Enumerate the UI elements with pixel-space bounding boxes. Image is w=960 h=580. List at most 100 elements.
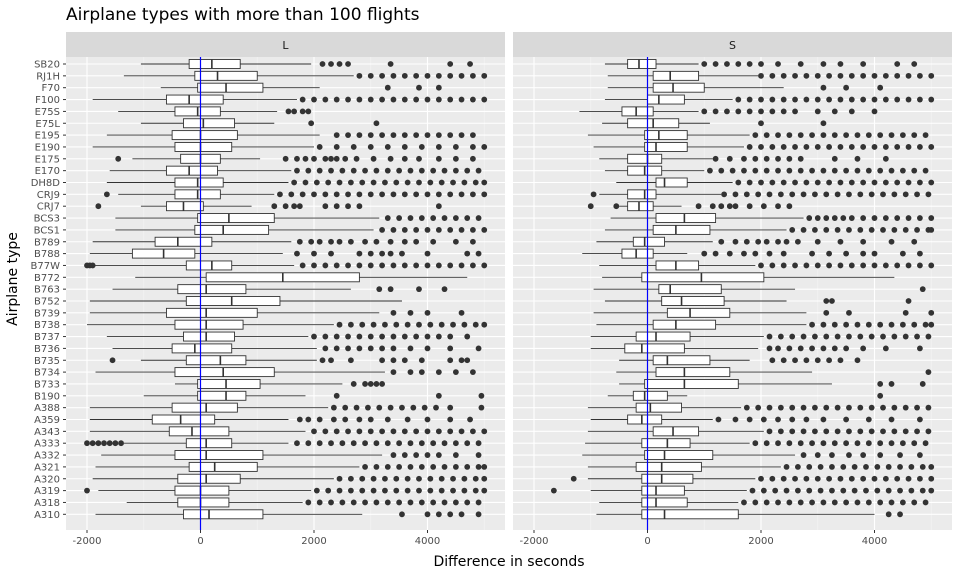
outlier-point	[424, 262, 431, 269]
outlier-point	[823, 428, 830, 435]
outlier-point	[928, 309, 935, 316]
outlier-point	[435, 511, 442, 518]
outlier-point	[922, 440, 929, 447]
boxplot-RJ1H	[123, 70, 488, 81]
outlier-point	[458, 191, 465, 198]
outlier-point	[382, 475, 388, 482]
outlier-point	[430, 167, 437, 174]
y-tick-label: E75L	[35, 119, 60, 130]
outlier-point	[752, 167, 759, 174]
outlier-point	[458, 428, 465, 435]
outlier-point	[288, 191, 295, 198]
outlier-point	[880, 428, 886, 435]
outlier-point	[475, 452, 482, 458]
outlier-point	[865, 321, 872, 328]
outlier-point	[550, 487, 557, 494]
outlier-point	[775, 61, 781, 67]
outlier-point	[837, 144, 844, 150]
chart-title: Airplane types with more than 100 flight…	[66, 5, 420, 25]
outlier-point	[732, 203, 739, 210]
outlier-point	[846, 404, 852, 411]
y-tick-label: A310	[34, 510, 60, 521]
outlier-point	[726, 250, 733, 257]
outlier-point	[789, 428, 796, 435]
outlier-point	[316, 238, 323, 245]
outlier-point	[401, 227, 408, 233]
outlier-point	[271, 203, 278, 210]
outlier-point	[387, 238, 394, 245]
boxplot-B772	[602, 272, 895, 283]
outlier-point	[339, 167, 346, 174]
outlier-point	[786, 132, 793, 139]
outlier-point	[447, 511, 454, 518]
box-iqr	[183, 118, 236, 129]
outlier-point	[367, 144, 374, 150]
outlier-point	[379, 227, 385, 233]
outlier-point	[481, 179, 488, 186]
boxplot-B789	[92, 236, 476, 247]
outlier-point	[763, 238, 770, 245]
outlier-point	[928, 227, 935, 233]
outlier-point	[333, 428, 340, 435]
outlier-point	[461, 179, 468, 186]
outlier-point	[775, 132, 781, 139]
outlier-point	[902, 227, 909, 233]
outlier-point	[362, 381, 368, 387]
outlier-point	[311, 333, 317, 340]
outlier-point	[333, 96, 340, 103]
outlier-point	[871, 250, 878, 257]
box-iqr	[652, 355, 711, 366]
outlier-point	[831, 108, 838, 115]
box-iqr	[197, 213, 275, 224]
outlier-point	[441, 440, 448, 447]
outlier-point	[390, 452, 397, 458]
outlier-point	[899, 499, 906, 506]
outlier-point	[418, 464, 425, 470]
outlier-point	[763, 155, 770, 162]
outlier-point	[843, 132, 850, 139]
x-axis-label: Difference in seconds	[433, 554, 584, 570]
outlier-point	[829, 298, 835, 304]
outlier-point	[387, 250, 394, 257]
outlier-point	[826, 475, 832, 482]
outlier-point	[894, 475, 901, 482]
outlier-point	[908, 487, 915, 494]
outlier-point	[846, 191, 852, 198]
outlier-point	[291, 203, 298, 210]
boxplot-B734	[95, 367, 476, 378]
outlier-point	[447, 345, 454, 352]
outlier-point	[826, 72, 832, 79]
outlier-point	[319, 357, 326, 364]
box-iqr	[621, 106, 654, 117]
outlier-point	[305, 108, 312, 115]
outlier-point	[384, 499, 391, 506]
boxplot-A359	[590, 414, 923, 425]
outlier-point	[393, 321, 400, 328]
outlier-point	[846, 452, 852, 458]
outlier-point	[766, 191, 773, 198]
outlier-point	[404, 321, 411, 328]
outlier-point	[789, 333, 796, 340]
outlier-point	[848, 179, 855, 186]
outlier-point	[914, 227, 920, 233]
boxplot-B739	[89, 307, 465, 318]
outlier-point	[390, 357, 397, 364]
outlier-point	[814, 96, 821, 103]
box-iqr	[655, 213, 717, 224]
panel-background	[513, 57, 952, 530]
box-iqr	[165, 165, 218, 176]
outlier-point	[882, 72, 889, 79]
box-iqr	[174, 319, 244, 330]
outlier-point	[803, 416, 810, 423]
outlier-point	[613, 203, 620, 210]
outlier-point	[803, 96, 810, 103]
outlier-point	[396, 464, 403, 470]
boxplot-DH8D	[106, 177, 488, 188]
outlier-point	[359, 179, 366, 186]
outlier-point	[894, 179, 901, 186]
outlier-point	[438, 179, 445, 186]
outlier-point	[452, 369, 459, 375]
outlier-point	[911, 499, 918, 506]
outlier-point	[347, 321, 354, 328]
